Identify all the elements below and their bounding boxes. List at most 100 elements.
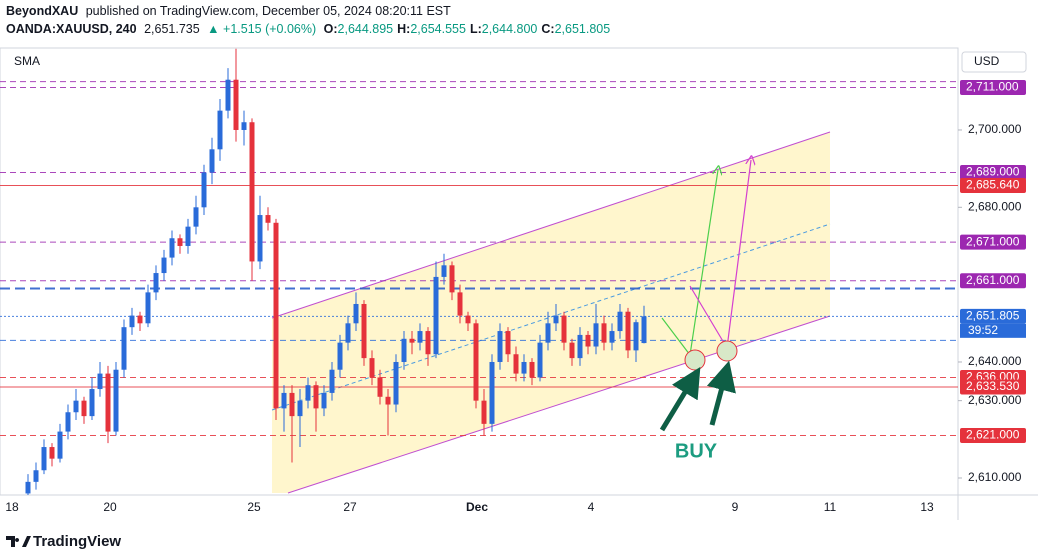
candle-body xyxy=(65,412,71,432)
level-label-bg xyxy=(960,178,1026,194)
candle-body xyxy=(577,334,583,359)
candle-body xyxy=(113,369,119,432)
candle-body xyxy=(105,373,111,432)
candle-body xyxy=(617,311,623,332)
candle-body xyxy=(137,315,143,324)
candle-body xyxy=(569,342,575,359)
candle-body xyxy=(265,215,271,223)
brand: TradingView xyxy=(33,533,121,550)
x-tick-label: 13 xyxy=(920,500,934,514)
candle-body xyxy=(449,265,455,293)
ohlc-value: 2,644.895 xyxy=(338,22,394,36)
x-tick-label: Dec xyxy=(466,500,488,514)
candle-body xyxy=(73,400,79,413)
candle-body xyxy=(489,361,495,424)
x-tick-label: 18 xyxy=(5,500,19,514)
candle-body xyxy=(537,342,543,378)
candle-body xyxy=(561,315,567,343)
currency-box[interactable] xyxy=(961,51,1027,73)
published: published on TradingView.com, December 0… xyxy=(86,4,451,18)
candle-body xyxy=(393,361,399,405)
price-axis: 2,700.000 2,680.000 2,640.000 2,630.000 2,61… xyxy=(5,80,1026,514)
candle-body xyxy=(305,385,311,401)
candle-body xyxy=(473,323,479,401)
level-label: 2,685.640 xyxy=(966,178,1020,192)
y-tick-label: 2,630.000 xyxy=(968,393,1022,407)
countdown: 39:52 xyxy=(968,323,998,337)
candle-body xyxy=(289,392,295,417)
candle-body xyxy=(465,315,471,324)
candle-body xyxy=(609,331,615,343)
logo: TradingView xyxy=(6,533,121,550)
level-label-bg xyxy=(960,234,1026,250)
candle-body xyxy=(313,385,319,409)
candle-body xyxy=(145,292,151,324)
candle-body xyxy=(521,361,527,374)
candle-body xyxy=(377,377,383,397)
buy-zone xyxy=(684,349,706,371)
y-tick-label: 2,680.000 xyxy=(968,199,1022,213)
candle-body xyxy=(353,303,359,324)
candle-body xyxy=(209,149,215,173)
candle-body xyxy=(361,303,367,359)
candle-body xyxy=(401,338,407,362)
x-tick-label: 4 xyxy=(588,500,595,514)
candle-body xyxy=(41,447,47,471)
x-tick-label: 27 xyxy=(343,500,357,514)
candle-body xyxy=(57,431,63,459)
level-label-bg xyxy=(960,308,1026,324)
candle-body xyxy=(49,447,55,459)
ohlc-key: O: xyxy=(324,22,338,36)
candle-body xyxy=(257,215,263,262)
channel-mid xyxy=(271,223,831,411)
candle-body xyxy=(641,316,647,344)
candle-body xyxy=(553,315,559,324)
candle-body xyxy=(153,273,159,293)
buy-arrow xyxy=(659,366,701,432)
symbol: OANDA:XAUUSD, 240 xyxy=(6,22,137,36)
candle-body xyxy=(185,226,191,246)
ohlc-key: L: xyxy=(470,22,482,36)
candle-body xyxy=(481,400,487,424)
candle-body xyxy=(121,327,127,370)
candle-body xyxy=(329,369,335,393)
candle-body xyxy=(585,334,591,347)
x-tick-label: 20 xyxy=(103,500,117,514)
candle-body xyxy=(201,172,207,208)
candle-body xyxy=(625,311,631,351)
drawings xyxy=(271,131,831,494)
buy-label: BUY xyxy=(675,440,718,462)
projection: BUY xyxy=(659,160,751,462)
ohlc-value: 2,654.555 xyxy=(410,22,466,36)
candle-body xyxy=(441,265,447,277)
y-tick-label: 2,610.000 xyxy=(968,470,1022,484)
candle-body xyxy=(233,79,239,130)
currency: USD xyxy=(974,54,1000,68)
level-label-bg xyxy=(960,427,1026,443)
level-label: 2,661.000 xyxy=(966,273,1020,287)
level-label: 2,689.000 xyxy=(966,165,1020,179)
countdown-bg xyxy=(960,323,1026,338)
candle-body xyxy=(193,207,199,227)
publisher: BeyondXAU xyxy=(6,4,78,18)
candle-body xyxy=(217,110,223,150)
candle-body xyxy=(281,392,287,409)
candle-body xyxy=(385,396,391,405)
y-tick-label: 2,640.000 xyxy=(968,354,1022,368)
candle-body xyxy=(345,323,351,343)
candle-body xyxy=(545,323,551,343)
header-line-2: OANDA:XAUUSD, 240 2,651.735 ▲ +1.515 (+0… xyxy=(6,22,610,36)
candle-body xyxy=(337,342,343,370)
candle-body xyxy=(433,276,439,355)
candle-body xyxy=(409,338,415,343)
level-label-bg xyxy=(960,273,1026,289)
candle-body xyxy=(593,323,599,347)
level-label: 2,671.000 xyxy=(966,234,1020,248)
candle-body xyxy=(177,238,183,246)
ohlc-key: H: xyxy=(397,22,410,36)
candle-body xyxy=(425,331,431,355)
last-price: 2,651.735 xyxy=(144,22,200,36)
candle-body xyxy=(457,292,463,316)
indicator-label: SMA xyxy=(14,54,40,68)
